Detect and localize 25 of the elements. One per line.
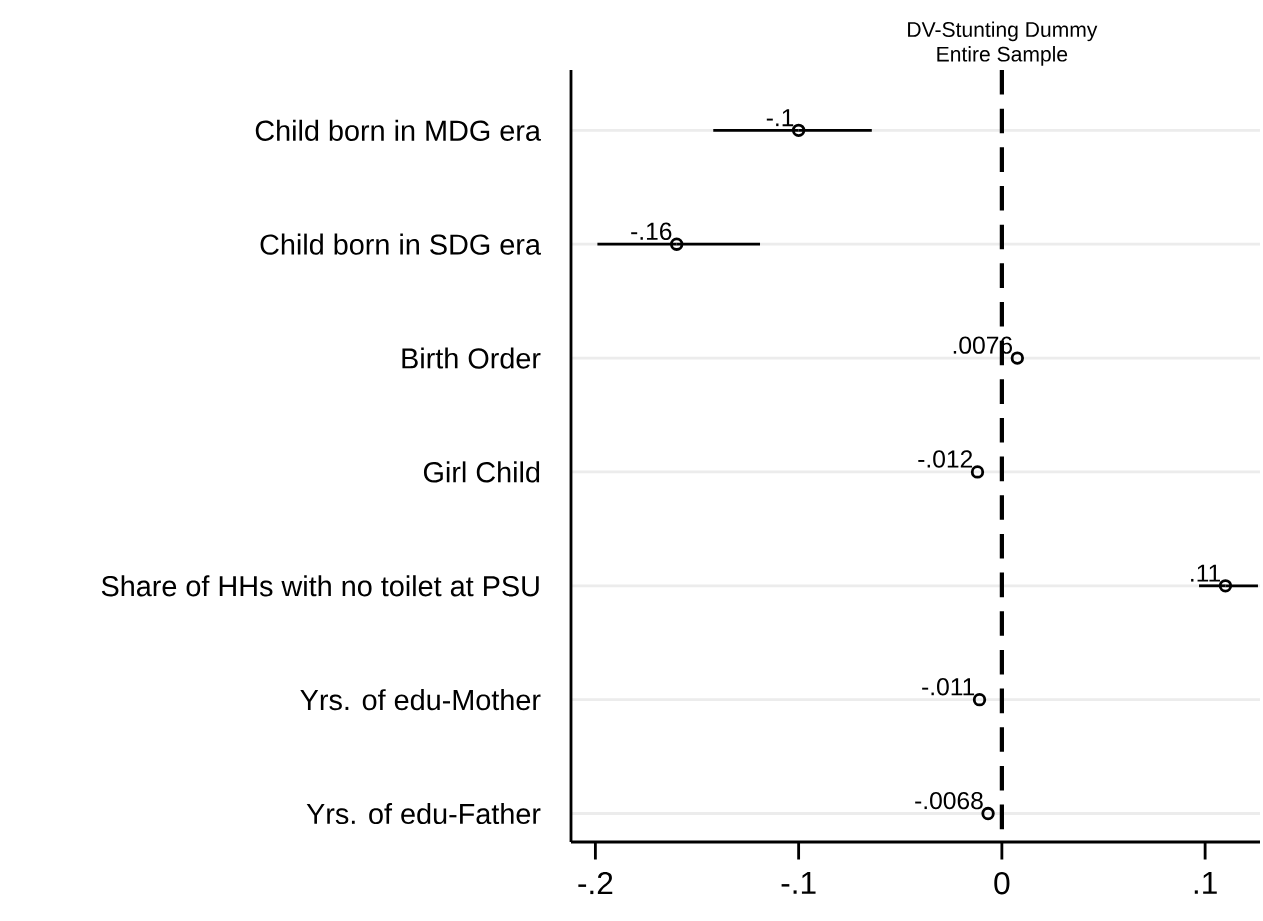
y-tick-label: Child born in SDG era xyxy=(260,233,541,255)
data-label: -.16 xyxy=(631,222,672,240)
data-label: -.1 xyxy=(766,109,794,127)
y-tick-label: Yrs. of edu-Mother xyxy=(300,689,541,711)
x-tick-label: 0 xyxy=(994,871,1010,895)
point xyxy=(1218,579,1233,593)
y-tick-label: Child born in MDG era xyxy=(255,119,541,141)
x-tick-label: .1 xyxy=(1194,871,1217,894)
chart-subtitle: Entire Sample xyxy=(937,46,1068,66)
point xyxy=(972,692,987,707)
point xyxy=(981,806,995,821)
data-label: .11 xyxy=(1191,564,1221,582)
data-label: -.0068 xyxy=(915,791,983,810)
y-tick-label: Birth Order xyxy=(402,347,541,369)
point xyxy=(670,237,684,251)
data-label: -.011 xyxy=(922,678,975,696)
y-tick-label: Yrs. of edu-Father xyxy=(306,802,541,825)
y-tick-label: Share of HHs with no toilet at PSU xyxy=(101,575,539,597)
data-label: -.012 xyxy=(918,450,973,468)
x-tick-label: -.1 xyxy=(781,871,816,894)
point xyxy=(970,465,985,479)
x-tick-label: -.2 xyxy=(578,871,613,895)
y-tick-label: Girl Child xyxy=(423,461,540,483)
point xyxy=(1010,351,1025,365)
chart-title: DV-Stunting Dummy xyxy=(908,21,1098,42)
